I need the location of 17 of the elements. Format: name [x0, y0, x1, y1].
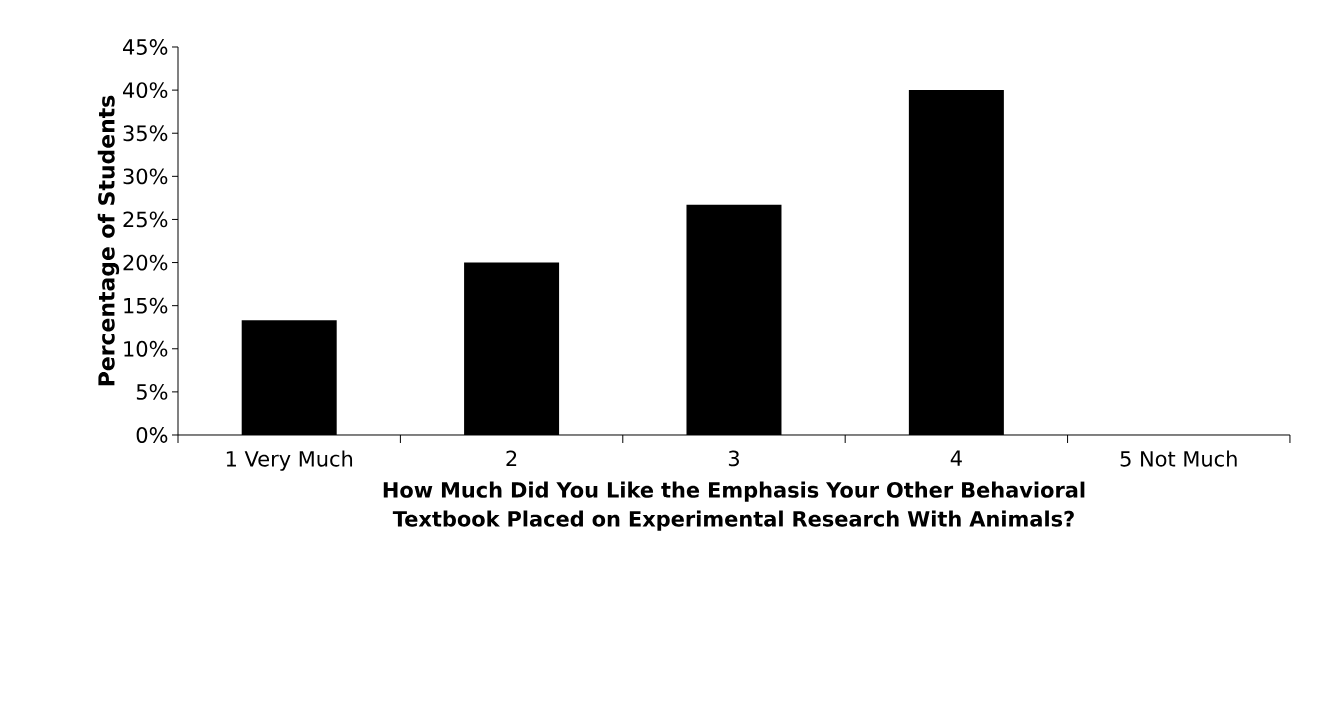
- x-tick-label: 4: [950, 450, 962, 466]
- y-tick-label: 35%: [123, 125, 168, 142]
- x-tick-label: 2: [506, 450, 517, 467]
- y-tick-label: 15%: [124, 297, 168, 314]
- x-tick-label: 3: [728, 450, 739, 467]
- x-tick-label: 1 Very Much: [226, 450, 353, 471]
- x-axis-title: How Much Did You Like the Emphasis Your Other Behavioral Textbook Placed on Experimental Research With Animals?: [383, 481, 1085, 531]
- y-tick-label: 10%: [124, 340, 168, 357]
- y-tick-label: 20%: [123, 254, 168, 271]
- y-tick-label: 25%: [123, 211, 168, 228]
- y-tick-label: 0%: [136, 427, 168, 443]
- y-tick-label: 5%: [136, 383, 168, 400]
- y-tick-label: 40%: [123, 82, 168, 99]
- y-tick-label: 45%: [123, 39, 168, 55]
- y-axis-title: Percentage of Students: [97, 95, 120, 386]
- y-tick-label: 30%: [123, 168, 168, 185]
- x-tick-label: 5 Not Much: [1120, 450, 1237, 467]
